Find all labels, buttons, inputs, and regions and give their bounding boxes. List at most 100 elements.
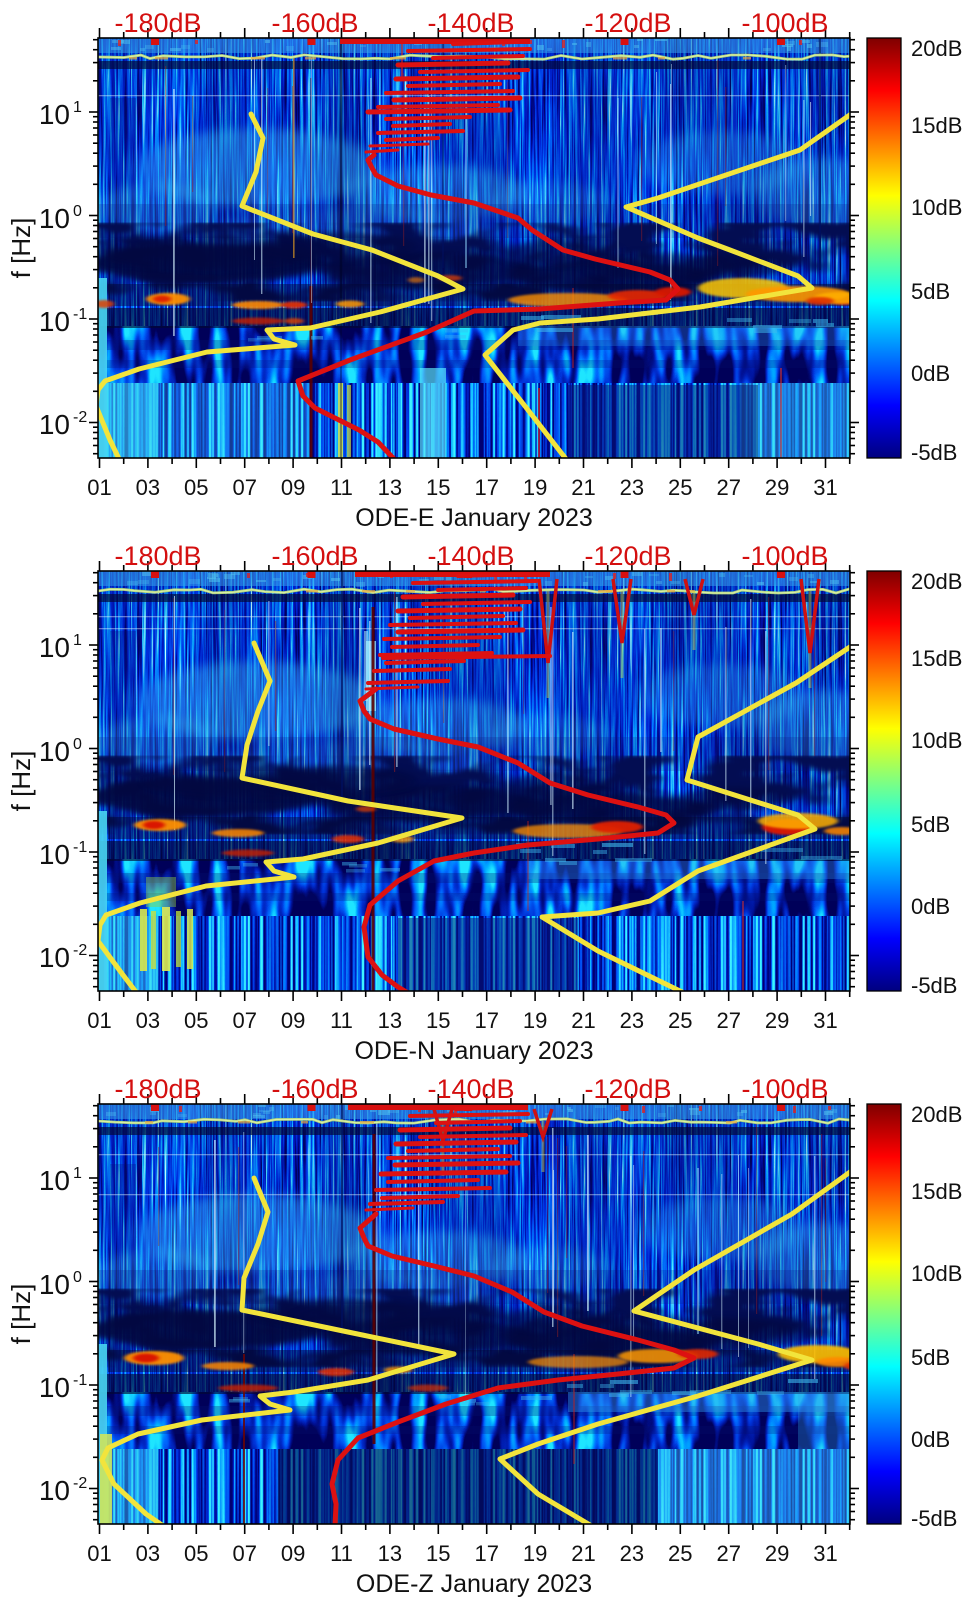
svg-text:-1: -1 [73,839,87,856]
svg-text:05: 05 [184,1541,208,1566]
svg-text:-1: -1 [73,306,87,323]
svg-text:11: 11 [330,475,353,500]
svg-text:13: 13 [378,1541,402,1566]
svg-text:5dB: 5dB [911,1345,950,1370]
svg-text:11: 11 [330,1541,353,1566]
svg-text:10: 10 [39,632,70,663]
svg-text:10: 10 [39,1269,70,1300]
svg-text:03: 03 [136,475,160,500]
svg-text:01: 01 [87,475,111,500]
svg-text:07: 07 [232,475,256,500]
svg-text:f [Hz]: f [Hz] [6,1284,36,1345]
svg-text:10dB: 10dB [911,728,962,753]
svg-text:15: 15 [426,1008,450,1033]
svg-text:-5dB: -5dB [911,973,957,998]
svg-text:15dB: 15dB [911,1179,962,1204]
svg-text:-2: -2 [73,942,87,959]
svg-text:1: 1 [73,1165,82,1182]
svg-text:05: 05 [184,475,208,500]
svg-text:21: 21 [571,1541,595,1566]
svg-text:19: 19 [523,1008,547,1033]
svg-text:21: 21 [571,1008,595,1033]
svg-text:07: 07 [232,1008,256,1033]
svg-text:27: 27 [716,475,740,500]
svg-text:05: 05 [184,1008,208,1033]
svg-text:20dB: 20dB [911,569,962,594]
svg-text:-100dB: -100dB [741,1074,828,1104]
svg-text:27: 27 [716,1008,740,1033]
svg-text:0: 0 [73,203,82,220]
svg-text:10: 10 [39,1372,70,1403]
svg-text:0dB: 0dB [911,361,950,386]
svg-text:31: 31 [813,1541,837,1566]
svg-text:-5dB: -5dB [911,1506,957,1531]
svg-text:ODE-Z January 2023: ODE-Z January 2023 [356,1570,592,1598]
svg-text:15dB: 15dB [911,646,962,671]
svg-text:-1: -1 [73,1372,87,1389]
svg-text:09: 09 [281,1008,305,1033]
svg-text:25: 25 [668,1541,692,1566]
svg-text:-140dB: -140dB [427,1074,514,1104]
svg-text:-2: -2 [73,409,87,426]
svg-text:10dB: 10dB [911,1261,962,1286]
svg-text:03: 03 [136,1008,160,1033]
svg-text:15: 15 [426,1541,450,1566]
svg-text:11: 11 [330,1008,353,1033]
svg-text:-120dB: -120dB [584,1074,671,1104]
svg-text:0: 0 [73,1269,82,1286]
svg-text:25: 25 [668,1008,692,1033]
svg-text:f [Hz]: f [Hz] [6,218,36,279]
svg-text:01: 01 [87,1008,111,1033]
svg-text:17: 17 [474,1541,498,1566]
svg-text:10: 10 [39,203,70,234]
svg-text:09: 09 [281,1541,305,1566]
svg-text:ODE-N January 2023: ODE-N January 2023 [354,1037,593,1065]
svg-text:31: 31 [813,1008,837,1033]
svg-text:09: 09 [281,475,305,500]
svg-text:0: 0 [73,736,82,753]
svg-text:-140dB: -140dB [427,541,514,571]
svg-text:-5dB: -5dB [911,440,957,465]
svg-text:-100dB: -100dB [741,541,828,571]
svg-text:10: 10 [39,306,70,337]
svg-text:10dB: 10dB [911,195,962,220]
svg-text:15dB: 15dB [911,113,962,138]
svg-text:19: 19 [523,1541,547,1566]
svg-text:-2: -2 [73,1475,87,1492]
svg-text:03: 03 [136,1541,160,1566]
svg-text:25: 25 [668,475,692,500]
svg-text:10: 10 [39,942,70,973]
svg-text:21: 21 [571,475,595,500]
svg-text:01: 01 [87,1541,111,1566]
svg-text:5dB: 5dB [911,812,950,837]
svg-text:-140dB: -140dB [427,8,514,38]
svg-text:-180dB: -180dB [114,541,201,571]
svg-text:-180dB: -180dB [114,1074,201,1104]
svg-text:23: 23 [620,1541,644,1566]
svg-text:13: 13 [378,475,402,500]
svg-text:1: 1 [73,632,82,649]
svg-text:10: 10 [39,409,70,440]
svg-text:19: 19 [523,475,547,500]
svg-text:27: 27 [716,1541,740,1566]
svg-text:f [Hz]: f [Hz] [6,751,36,812]
svg-text:-160dB: -160dB [271,8,358,38]
svg-text:10: 10 [39,99,70,130]
svg-text:13: 13 [378,1008,402,1033]
svg-text:17: 17 [474,1008,498,1033]
svg-text:0dB: 0dB [911,894,950,919]
svg-text:0dB: 0dB [911,1427,950,1452]
svg-text:15: 15 [426,475,450,500]
svg-text:20dB: 20dB [911,36,962,61]
svg-text:-160dB: -160dB [271,1074,358,1104]
svg-text:10: 10 [39,1475,70,1506]
svg-text:10: 10 [39,736,70,767]
svg-text:5dB: 5dB [911,279,950,304]
svg-text:1: 1 [73,99,82,116]
svg-text:23: 23 [620,1008,644,1033]
svg-text:10: 10 [39,839,70,870]
svg-text:23: 23 [620,475,644,500]
svg-text:-120dB: -120dB [584,8,671,38]
svg-text:-160dB: -160dB [271,541,358,571]
svg-text:-180dB: -180dB [114,8,201,38]
